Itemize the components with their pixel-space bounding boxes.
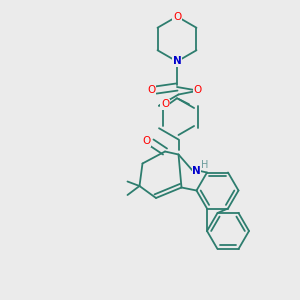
Text: O: O bbox=[194, 85, 202, 95]
Text: O: O bbox=[161, 99, 169, 109]
Text: O: O bbox=[173, 11, 181, 22]
Text: O: O bbox=[142, 136, 150, 146]
Text: H: H bbox=[201, 160, 208, 170]
Text: O: O bbox=[147, 85, 156, 95]
Text: N: N bbox=[172, 56, 182, 67]
Text: N: N bbox=[192, 166, 201, 176]
